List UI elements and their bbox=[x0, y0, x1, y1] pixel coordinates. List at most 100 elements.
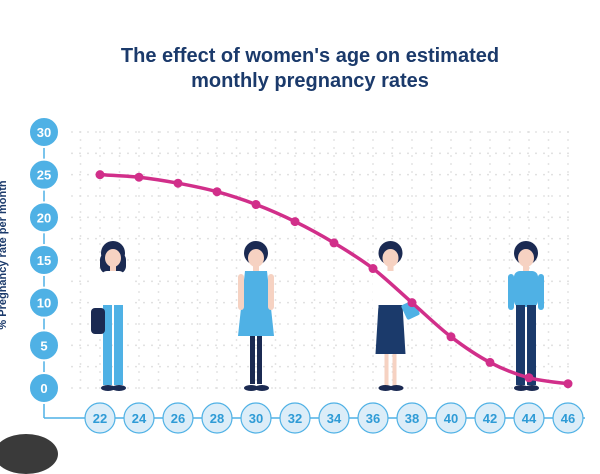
woman-in-blouse-skirt-figure bbox=[372, 241, 420, 391]
grid-dot bbox=[547, 147, 550, 149]
grid-dot bbox=[223, 173, 225, 176]
grid-dot bbox=[411, 211, 413, 213]
grid-dot bbox=[138, 307, 140, 309]
grid-dot bbox=[79, 344, 81, 347]
grid-dot bbox=[391, 203, 394, 205]
grid-dot bbox=[274, 363, 277, 365]
grid-dot bbox=[235, 387, 238, 389]
grid-dot bbox=[294, 187, 296, 189]
grid-dot bbox=[87, 237, 89, 240]
grid-dot bbox=[303, 259, 305, 261]
grid-dot bbox=[294, 323, 296, 325]
grid-dot bbox=[447, 387, 449, 389]
grid-dot bbox=[157, 387, 160, 389]
grid-dot bbox=[177, 363, 179, 365]
grid-dot bbox=[143, 173, 145, 176]
grid-dot bbox=[352, 131, 355, 133]
grid-dot bbox=[431, 152, 433, 155]
grid-dot bbox=[311, 173, 313, 176]
grid-dot bbox=[79, 243, 82, 245]
grid-dot bbox=[551, 237, 553, 240]
y-tick-badge bbox=[28, 244, 60, 276]
grid-dot bbox=[415, 323, 417, 325]
grid-dot bbox=[547, 323, 550, 325]
grid-dot bbox=[313, 339, 316, 341]
grid-dot bbox=[235, 163, 238, 165]
grid-dot bbox=[333, 235, 335, 237]
grid-dot bbox=[508, 171, 511, 173]
grid-dot bbox=[567, 131, 569, 133]
grid-dot bbox=[495, 387, 497, 389]
grid-dot bbox=[450, 155, 452, 157]
grid-dot bbox=[79, 387, 82, 389]
grid-dot bbox=[274, 267, 277, 269]
grid-dot bbox=[372, 147, 374, 149]
x-tick-label: 28 bbox=[210, 411, 224, 426]
grid-dot bbox=[207, 216, 209, 219]
grid-dot bbox=[547, 187, 550, 189]
grid-dot bbox=[319, 131, 321, 133]
grid-dot bbox=[375, 259, 377, 261]
grid-dot bbox=[119, 152, 121, 155]
grid-dot bbox=[479, 280, 481, 283]
grid-dot bbox=[191, 237, 193, 240]
grid-dot bbox=[335, 365, 337, 368]
grid-dot bbox=[508, 195, 511, 197]
grid-dot bbox=[235, 211, 238, 213]
grid-dot bbox=[431, 216, 433, 219]
grid-dot bbox=[313, 235, 316, 237]
grid-dot bbox=[313, 147, 316, 149]
grid-dot bbox=[177, 347, 179, 349]
grid-dot bbox=[455, 259, 457, 261]
grid-dot bbox=[327, 344, 329, 347]
grid-dot bbox=[138, 291, 140, 293]
grid-dot bbox=[216, 147, 218, 149]
grid-dot bbox=[352, 171, 355, 173]
grid-dot bbox=[239, 173, 241, 176]
grid-dot bbox=[294, 347, 296, 349]
grid-dot bbox=[447, 280, 449, 283]
grid-dot bbox=[95, 195, 97, 197]
grid-dot bbox=[157, 243, 160, 245]
grid-dot bbox=[415, 259, 417, 261]
shoe-shape bbox=[525, 385, 539, 391]
x-tick-badge bbox=[357, 402, 389, 434]
grid-dot bbox=[313, 243, 316, 245]
grid-dot bbox=[199, 237, 201, 240]
grid-dot bbox=[274, 387, 277, 389]
grid-dot bbox=[207, 344, 209, 347]
grid-dot bbox=[95, 131, 97, 133]
grid-dot bbox=[216, 203, 218, 205]
grid-dot bbox=[167, 195, 169, 197]
shoe-shape bbox=[112, 385, 126, 391]
grid-dot bbox=[333, 379, 335, 381]
grid-dot bbox=[519, 173, 521, 176]
grid-dot bbox=[183, 365, 185, 368]
grid-dot bbox=[367, 195, 369, 197]
grid-dot bbox=[216, 267, 218, 269]
grid-dot bbox=[157, 155, 160, 157]
grid-dot bbox=[479, 259, 481, 261]
grid-dot bbox=[247, 131, 249, 133]
grid-dot bbox=[135, 365, 137, 368]
grid-dot bbox=[411, 235, 413, 237]
grid-dot bbox=[313, 139, 316, 141]
grid-dot bbox=[294, 339, 296, 341]
grid-dot bbox=[313, 227, 316, 229]
grid-dot bbox=[407, 323, 409, 325]
grid-dot bbox=[463, 387, 465, 389]
grid-dot bbox=[196, 371, 199, 373]
grid-dot bbox=[239, 344, 241, 347]
grid-dot bbox=[303, 301, 305, 304]
grid-dot bbox=[71, 173, 73, 176]
grid-dot bbox=[351, 387, 353, 389]
grid-dot bbox=[255, 131, 257, 133]
grid-dot bbox=[223, 152, 225, 155]
grid-dot bbox=[567, 259, 569, 261]
grid-dot bbox=[469, 155, 472, 157]
grid-dot bbox=[547, 315, 550, 317]
grid-dot bbox=[567, 227, 569, 229]
grid-dot bbox=[450, 291, 452, 293]
grid-dot bbox=[399, 365, 401, 368]
grid-dot bbox=[191, 259, 193, 261]
